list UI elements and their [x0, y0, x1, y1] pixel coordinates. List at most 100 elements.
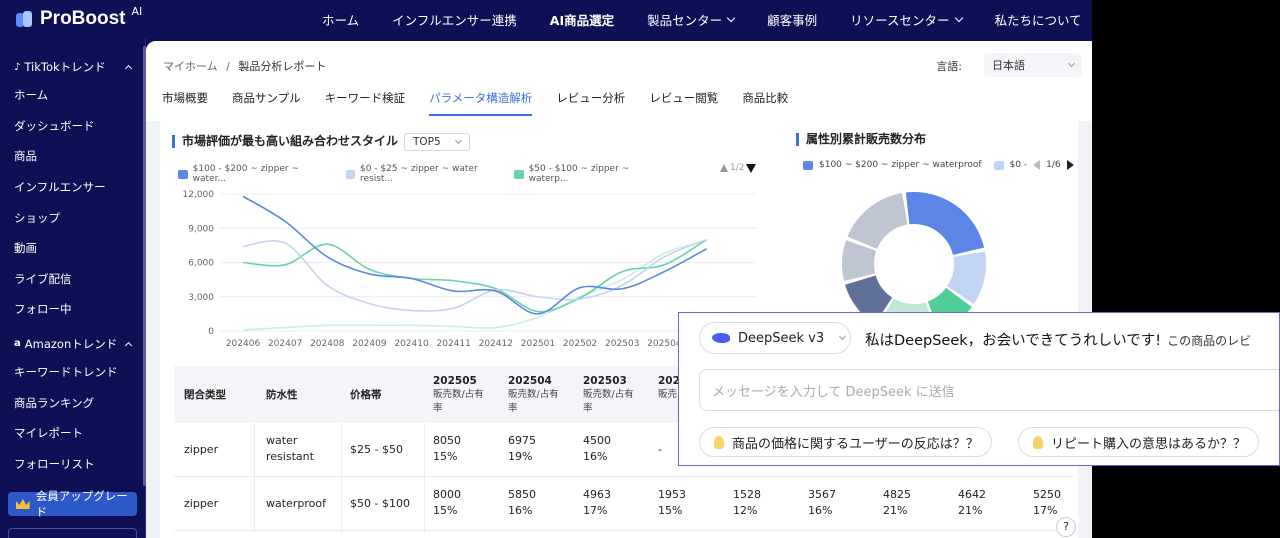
brand-name: ProBoost	[40, 8, 126, 29]
nav-item-2[interactable]: AI商品選定	[550, 10, 614, 29]
breadcrumb-home[interactable]: マイホーム	[163, 60, 218, 73]
tab-6[interactable]: 商品比較	[742, 91, 789, 105]
y-tick-label: 6,000	[188, 259, 214, 269]
sidebar-item-amazon-1[interactable]: 商品ランキング	[14, 395, 95, 410]
sidebar-item-tiktok-3[interactable]: インフルエンサー	[14, 180, 106, 195]
pager-next-icon[interactable]	[1066, 160, 1074, 170]
model-selector[interactable]: DeepSeek v3	[699, 322, 851, 354]
nav-item-3[interactable]: 製品センター	[647, 10, 736, 29]
donut-slice[interactable]	[905, 192, 985, 255]
language-select[interactable]: 日本語	[984, 53, 1082, 77]
sidebar-item-tiktok-0[interactable]: ホーム	[14, 88, 49, 103]
legend-swatch	[803, 160, 813, 170]
donut-slice[interactable]	[847, 192, 908, 249]
nav-item-0[interactable]: ホーム	[322, 10, 359, 29]
sidebar-group-label: TikTokトレンド	[24, 60, 106, 74]
chevron-down-icon	[454, 136, 463, 145]
logo[interactable]: ProBoost AI	[14, 5, 142, 30]
tab-4[interactable]: レビュー分析	[556, 91, 626, 105]
header-title: 202	[658, 375, 680, 387]
legend-swatch	[346, 169, 355, 179]
table-row[interactable]: zipper water resistant $25 - $50 8050 15% 697…	[174, 423, 1074, 477]
tab-2[interactable]: キーワード検証	[324, 91, 406, 105]
cell-sales: 5250 17%	[1033, 487, 1061, 519]
sidebar-item-amazon-0[interactable]: キーワードトレンド	[14, 365, 118, 380]
nav-item-label: 私たちについて	[994, 13, 1082, 28]
nav-item-6[interactable]: 私たちについて	[995, 10, 1082, 29]
pager-prev-icon[interactable]	[720, 164, 728, 172]
sidebar-item-tiktok-4[interactable]: ショップ	[14, 210, 60, 225]
sales-count: 8050	[433, 434, 461, 447]
legend-item[interactable]: $0 - $25 ~ zipper ~ water resist...	[346, 164, 498, 184]
share-rate: 21%	[883, 504, 908, 517]
tab-0[interactable]: 市場概要	[162, 91, 208, 105]
legend-swatch	[993, 160, 1004, 170]
sidebar-item-tiktok-1[interactable]: ダッシュボード	[14, 118, 95, 133]
x-tick-label: 202408	[310, 339, 345, 346]
line-chart-title: 市場評価が最も高い組み合わせスタイル	[172, 135, 398, 148]
nav-menu: ホーム インフルエンサー連携 AI商品選定 製品センター 顧客事例 リソースセンター 私たち…	[322, 10, 1092, 29]
nav-item-5[interactable]: リソースセンター	[850, 10, 963, 29]
suggestion-chip-price[interactable]: 商品の価格に関するユーザーの反応は？？	[699, 427, 992, 457]
share-rate: 15%	[433, 450, 458, 463]
tab-5[interactable]: レビュー閲覧	[649, 91, 719, 105]
nav-item-label: 顧客事例	[767, 13, 818, 28]
cell-price: $25 - $50	[350, 443, 403, 456]
cell-sales: 4963 17%	[583, 487, 611, 519]
sidebar-item-amazon-3[interactable]: フォローリスト	[14, 456, 95, 471]
tab-1[interactable]: 商品サンプル	[232, 91, 301, 105]
series-line	[242, 240, 707, 331]
amazon-icon: a	[14, 338, 21, 350]
sidebar-item-tiktok-5[interactable]: 動画	[14, 241, 37, 256]
cell-sales: 1953 15%	[658, 487, 686, 519]
sales-count: 1528	[733, 488, 761, 501]
legend-item[interactable]: $50 - $100 ~ zipper ~ waterp...	[514, 164, 666, 184]
share-rate: 15%	[658, 504, 683, 517]
donut-legend-1: $100 ~ $200 ~ zipper ~ waterproof	[819, 160, 982, 170]
donut-slice[interactable]	[947, 251, 986, 304]
sales-count: 4500	[583, 434, 611, 447]
tiktok-icon: ♪	[14, 61, 21, 73]
tab-3[interactable]: パラメータ構造解析	[429, 90, 533, 116]
legend-item[interactable]: $100 - $200 ~ zipper ~ water...	[178, 164, 330, 184]
sidebar-group-tiktok[interactable]: ♪ TikTokトレンド	[0, 54, 145, 80]
sales-count: 5850	[508, 488, 536, 501]
series-line	[242, 238, 707, 312]
x-tick-label: 202410	[394, 339, 429, 346]
y-tick-label: 3,000	[188, 293, 214, 303]
help-icon[interactable]: ?	[1056, 517, 1076, 537]
donut-chart-title: 属性別累計販売数分布	[796, 133, 926, 146]
donut-legend: $100 ~ $200 ~ zipper ~ waterproof $0 - 1…	[803, 160, 1074, 170]
sidebar-item-tiktok-6[interactable]: ライブ配信	[14, 271, 72, 286]
header-title: 202505	[433, 375, 477, 387]
sidebar-item-tiktok-7[interactable]: フォロー中	[14, 302, 72, 317]
top-navigation: ProBoost AI ホーム インフルエンサー連携 AI商品選定 製品センター 顧客事…	[0, 0, 1092, 38]
pager-prev-icon[interactable]	[1033, 160, 1041, 170]
sidebar: ♪ TikTokトレンド ホームダッシュボード 商品インフルエンサー ショップ動画ライ…	[0, 38, 146, 538]
upgrade-button[interactable]: 会員アップグレード	[8, 489, 137, 519]
suggestion-chip-repeat[interactable]: リピート購入の意思はあるか？？	[1018, 427, 1260, 457]
chevron-up-icon	[124, 341, 133, 349]
nav-item-4[interactable]: 顧客事例	[767, 10, 817, 29]
top5-select[interactable]: TOP5	[404, 133, 470, 151]
sidebar-item-amazon-2[interactable]: マイレポート	[14, 426, 83, 441]
share-rate: 16%	[583, 450, 608, 463]
sidebar-scrollbar[interactable]	[143, 46, 146, 486]
pager-text: 1/2	[730, 163, 745, 173]
sidebar-bottom-button[interactable]	[8, 528, 137, 538]
table-row[interactable]: zipper waterproof $50 - $100 8000 15% 5850 16%…	[174, 477, 1074, 531]
header-title: 閉合类型	[184, 389, 226, 401]
share-rate: 15%	[433, 504, 458, 517]
cell-sales: 8050 15%	[433, 433, 461, 465]
nav-item-1[interactable]: インフルエンサー連携	[392, 10, 517, 29]
breadcrumb-separator: /	[226, 60, 230, 73]
nav-item-label: リソースセンター	[850, 13, 950, 28]
message-input[interactable]: メッセージを入力して DeepSeek に送信	[699, 369, 1279, 411]
sidebar-group-amazon[interactable]: a Amazonトレンド	[0, 331, 145, 357]
sidebar-item-tiktok-2[interactable]: 商品	[14, 149, 37, 164]
legend-label: $50 - $100 ~ zipper ~ waterp...	[528, 164, 630, 184]
header-title: 价格帯	[350, 389, 382, 401]
x-tick-label: 202501	[521, 339, 555, 346]
donut-slice[interactable]	[842, 240, 877, 282]
pager-next-icon[interactable]	[746, 163, 757, 173]
